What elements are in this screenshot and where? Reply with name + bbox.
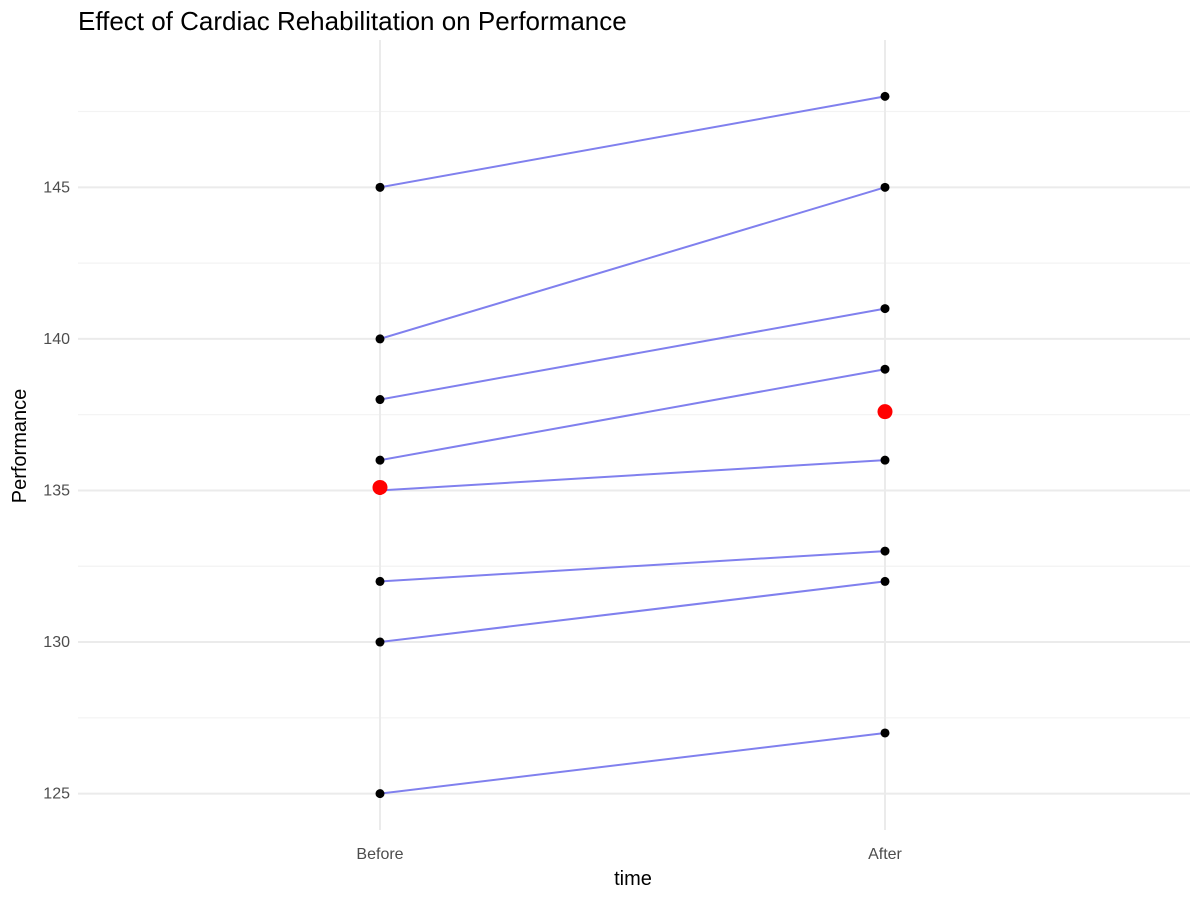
y-tick-label: 145	[43, 179, 70, 196]
data-point	[880, 455, 890, 465]
data-point	[375, 576, 385, 586]
y-axis-title: Performance	[9, 389, 31, 504]
data-point	[375, 455, 385, 465]
subject-line	[379, 95, 886, 189]
data-point	[375, 334, 385, 344]
y-tick-label: 130	[43, 634, 70, 651]
subject-line	[379, 307, 886, 401]
data-point	[880, 91, 890, 101]
mean-point	[372, 479, 388, 495]
grid	[78, 40, 1190, 830]
subject-line	[379, 186, 886, 340]
data-point	[375, 182, 385, 192]
data-point	[880, 304, 890, 314]
x-axis-title: time	[614, 868, 652, 890]
data-point	[375, 637, 385, 647]
y-tick-label: 140	[43, 331, 70, 348]
subject-line	[379, 550, 886, 583]
mean-points	[372, 404, 893, 495]
data-point	[375, 789, 385, 799]
y-tick-labels: 125 130 135 140 145	[43, 179, 70, 802]
subject-line	[379, 731, 886, 795]
mean-point	[877, 404, 893, 420]
data-point	[880, 576, 890, 586]
x-tick-label: After	[868, 846, 902, 863]
subject-line	[379, 459, 886, 492]
data-point	[880, 182, 890, 192]
data-point	[880, 364, 890, 374]
y-tick-label: 125	[43, 786, 70, 803]
y-tick-label: 135	[43, 482, 70, 499]
chart-title: Effect of Cardiac Rehabilitation on Perf…	[78, 6, 627, 36]
subject-lines	[379, 95, 886, 795]
data-points	[375, 91, 890, 799]
subject-line	[379, 580, 886, 644]
x-tick-labels: Before After	[356, 846, 902, 863]
data-point	[375, 395, 385, 405]
data-point	[880, 546, 890, 556]
data-point	[880, 728, 890, 738]
x-tick-label: Before	[356, 846, 403, 863]
subject-line	[379, 368, 886, 462]
